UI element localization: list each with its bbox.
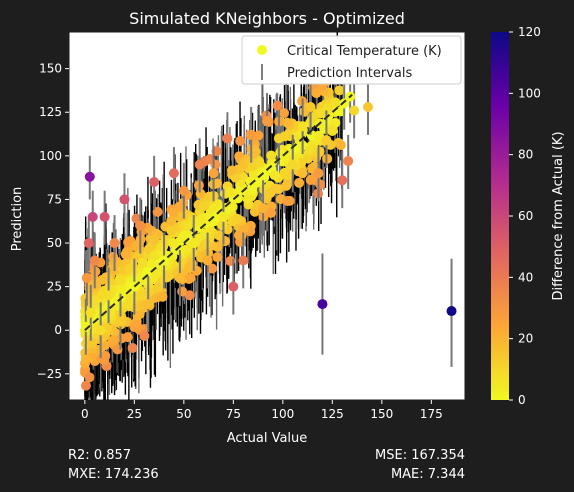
data-point-19 [228, 281, 239, 292]
data-point-21 [218, 211, 229, 222]
data-point-37 [103, 290, 114, 301]
y-tick-label: 100 [39, 149, 62, 163]
data-point-17 [246, 129, 257, 140]
colorbar-tick-label: 60 [518, 209, 533, 223]
data-point-2 [84, 171, 95, 182]
reference-line [84, 94, 353, 331]
data-point-31 [143, 299, 154, 310]
data-point-7 [337, 175, 348, 186]
data-point-3 [362, 101, 373, 112]
y-tick-label: 50 [47, 236, 62, 250]
data-point-27 [174, 272, 185, 283]
data-point-36 [109, 238, 120, 249]
data-point-28 [168, 168, 179, 179]
x-tick-label: 50 [176, 407, 191, 421]
colorbar-tick-label: 120 [518, 25, 541, 39]
metric-mae: MAE: 7.344 [390, 467, 465, 482]
data-point-16 [258, 203, 269, 214]
data-point-42 [85, 307, 96, 318]
data-point-43 [83, 238, 94, 249]
x-tick-label: 75 [226, 407, 241, 421]
y-tick-label: −25 [37, 367, 62, 381]
x-tick-label: 125 [321, 407, 344, 421]
y-tick-label: 125 [39, 105, 62, 119]
y-tick-label: 25 [47, 280, 62, 294]
legend-label-temperature: Critical Temperature (K) [287, 44, 442, 59]
colorbar-tick-label: 100 [518, 86, 541, 100]
x-tick-label: 175 [420, 407, 443, 421]
colorbar-tick-label: 0 [518, 393, 526, 407]
data-point-41 [87, 211, 98, 222]
colorbar-tick-label: 20 [518, 332, 533, 346]
data-point-18 [238, 255, 249, 266]
y-tick-label: 150 [39, 62, 62, 76]
x-axis: 0 25 50 75 100 125 150 175 [81, 400, 443, 421]
data-point-20 [222, 133, 233, 144]
data-point-32 [135, 220, 146, 231]
y-tick-label: 75 [47, 192, 62, 206]
data-point-39 [95, 325, 106, 336]
data-point-8 [343, 156, 354, 167]
data-point-38 [99, 211, 110, 222]
x-tick-label: 100 [271, 407, 294, 421]
y-axis: −25 0 25 50 75 100 125 150 [37, 62, 69, 381]
data-point-12 [297, 121, 308, 132]
legend-box [241, 35, 462, 85]
data-point-10 [321, 135, 332, 146]
legend-marker-temperature [257, 45, 267, 55]
x-tick-label: 25 [127, 407, 142, 421]
chart-title: Simulated KNeighbors - Optimized [129, 9, 405, 28]
data-point-0 [446, 306, 457, 317]
y-axis-label: Prediction [10, 187, 25, 252]
data-point-11 [305, 101, 316, 112]
x-tick-label: 150 [370, 407, 393, 421]
data-point-9 [313, 168, 324, 179]
data-point-24 [194, 159, 205, 170]
y-tick-label: 0 [54, 323, 62, 337]
legend-label-intervals: Prediction Intervals [287, 66, 412, 81]
data-point-30 [149, 176, 160, 187]
data-point-45 [80, 321, 91, 332]
metric-mse: MSE: 167.354 [375, 448, 465, 463]
data-point-25 [188, 238, 199, 249]
legend: Critical Temperature (K) Prediction Inte… [241, 35, 462, 85]
colorbar-tick-label: 80 [518, 148, 533, 162]
data-point-13 [287, 159, 298, 170]
metric-mxe: MXE: 174.236 [68, 467, 159, 482]
data-point-1 [317, 299, 328, 310]
data-point-26 [178, 185, 189, 196]
data-point-14 [273, 133, 284, 144]
data-point-35 [115, 316, 126, 327]
data-point-40 [89, 255, 100, 266]
colorbar [491, 32, 509, 400]
data-point-34 [119, 194, 130, 205]
data-point-6 [339, 98, 350, 109]
data-point-23 [202, 255, 213, 266]
metric-r2: R2: 0.857 [68, 448, 132, 463]
x-tick-label: 0 [81, 407, 89, 421]
colorbar-tick-label: 40 [518, 270, 533, 284]
colorbar-ticks: 0 20 40 60 80 100 120 [509, 25, 541, 407]
data-point-44 [81, 272, 92, 283]
data-point-15 [262, 115, 272, 126]
x-axis-label: Actual Value [227, 431, 308, 446]
colorbar-label: Difference from Actual (K) [551, 131, 566, 300]
data-point-22 [208, 168, 219, 179]
data-point-4 [349, 105, 360, 116]
